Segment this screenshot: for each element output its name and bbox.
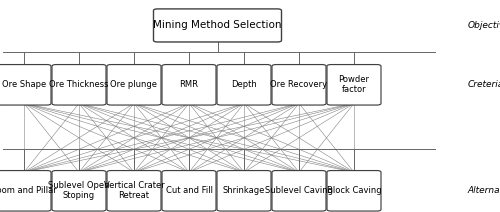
FancyBboxPatch shape xyxy=(327,64,381,105)
Text: Ore plunge: Ore plunge xyxy=(110,80,158,89)
Text: Depth: Depth xyxy=(231,80,257,89)
Text: Vertical Crater
Retreat: Vertical Crater Retreat xyxy=(104,181,164,200)
Text: Powder
factor: Powder factor xyxy=(338,75,370,94)
Text: Objective: Objective xyxy=(468,21,500,30)
Text: Room and Pillar: Room and Pillar xyxy=(0,186,57,195)
FancyBboxPatch shape xyxy=(0,170,51,211)
FancyBboxPatch shape xyxy=(272,64,326,105)
FancyBboxPatch shape xyxy=(107,170,161,211)
Text: Shrinkage: Shrinkage xyxy=(223,186,265,195)
FancyBboxPatch shape xyxy=(107,64,161,105)
FancyBboxPatch shape xyxy=(217,64,271,105)
Text: Creteria: Creteria xyxy=(468,80,500,89)
FancyBboxPatch shape xyxy=(52,170,106,211)
Text: RMR: RMR xyxy=(180,80,199,89)
Text: Mining Method Selection: Mining Method Selection xyxy=(153,20,282,31)
Text: Ore Shape: Ore Shape xyxy=(2,80,46,89)
Text: Ore Thickness: Ore Thickness xyxy=(49,80,109,89)
Text: Ore Recovery: Ore Recovery xyxy=(270,80,328,89)
FancyBboxPatch shape xyxy=(217,170,271,211)
FancyBboxPatch shape xyxy=(52,64,106,105)
Text: Block Caving: Block Caving xyxy=(326,186,382,195)
FancyBboxPatch shape xyxy=(272,170,326,211)
Text: Sublevel Open
Stoping: Sublevel Open Stoping xyxy=(48,181,110,200)
Text: Sublevel Caving: Sublevel Caving xyxy=(265,186,333,195)
FancyBboxPatch shape xyxy=(154,9,282,42)
Text: Alternative: Alternative xyxy=(468,186,500,195)
Text: Cut and Fill: Cut and Fill xyxy=(166,186,212,195)
FancyBboxPatch shape xyxy=(162,170,216,211)
FancyBboxPatch shape xyxy=(327,170,381,211)
FancyBboxPatch shape xyxy=(0,64,51,105)
FancyBboxPatch shape xyxy=(162,64,216,105)
